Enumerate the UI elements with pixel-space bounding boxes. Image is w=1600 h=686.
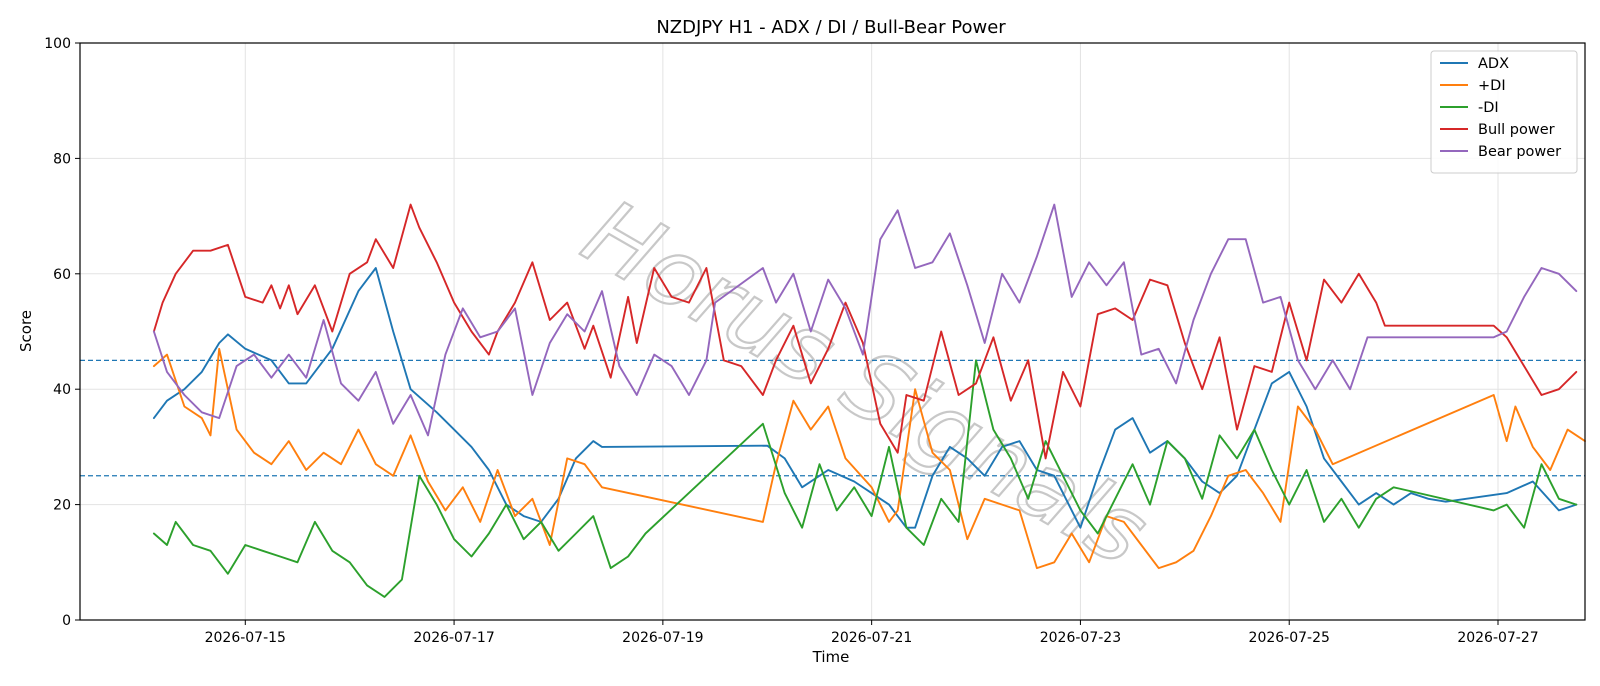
- y-tick-label: 20: [53, 498, 71, 514]
- series-line-bear-power: [152, 203, 1578, 437]
- x-tick-label: 2026-07-21: [831, 630, 912, 646]
- y-tick-label: 0: [62, 613, 71, 629]
- series-line-di: [152, 347, 1586, 570]
- legend[interactable]: ADX +DI -DI Bull power Bear power: [1430, 50, 1578, 174]
- chart-title: NZDJPY H1 - ADX / DI / Bull-Bear Power: [656, 17, 1006, 38]
- legend-label-di: +DI: [1478, 78, 1506, 94]
- series-line-bull-power: [152, 203, 1578, 460]
- legend-label-bull-power: Bull power: [1478, 122, 1555, 138]
- x-tick-label: 2026-07-19: [622, 630, 703, 646]
- y-tick-label: 60: [53, 267, 71, 283]
- y-tick-label: 80: [53, 151, 71, 167]
- x-tick-label: 2026-07-15: [205, 630, 286, 646]
- reference-lines: [80, 359, 1585, 477]
- x-tick-label: 2026-07-25: [1249, 630, 1330, 646]
- legend-label-bear-power: Bear power: [1478, 144, 1561, 160]
- legend-box: [1430, 50, 1578, 174]
- series-line-adx: [152, 267, 1578, 529]
- legend-label-di: -DI: [1478, 100, 1499, 116]
- y-axis-ticks: 0 20 40 60 80 100: [44, 36, 80, 629]
- y-tick-label: 40: [53, 382, 71, 398]
- legend-label-adx: ADX: [1478, 56, 1509, 72]
- y-axis-label: Score: [17, 310, 35, 352]
- plot-frame: [79, 42, 1586, 621]
- series-layer: [152, 203, 1586, 598]
- x-tick-label: 2026-07-17: [413, 630, 494, 646]
- series-line-di: [152, 359, 1578, 598]
- y-tick-label: 100: [44, 36, 71, 52]
- x-tick-label: 2026-07-23: [1040, 630, 1121, 646]
- x-axis-ticks: 2026-07-15 2026-07-17 2026-07-19 2026-07-21…: [205, 620, 1539, 646]
- x-tick-label: 2026-07-27: [1457, 630, 1538, 646]
- x-axis-label: Time: [812, 648, 850, 666]
